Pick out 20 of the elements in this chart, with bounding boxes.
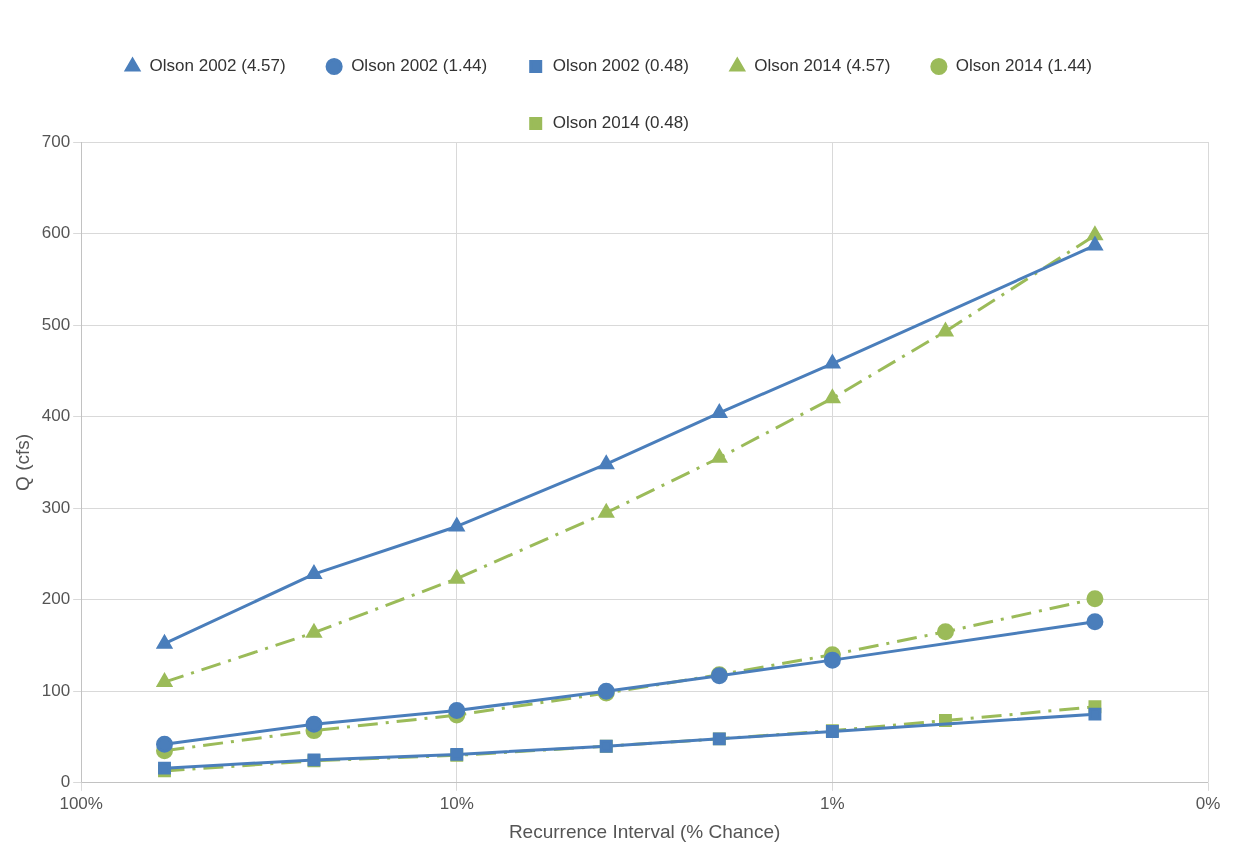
legend-label: Olson 2014 (4.57): [754, 56, 891, 76]
y-tick-label: 400: [41, 406, 71, 426]
x-tick-label: 10%: [439, 793, 474, 813]
legend-label: Olson 2002 (1.44): [351, 56, 488, 76]
y-tick-label: 100: [41, 680, 71, 700]
legend-label: Olson 2014 (1.44): [955, 56, 1092, 76]
legend-label: Olson 2002 (0.48): [552, 56, 689, 76]
y-tick-label: 0: [60, 772, 71, 792]
y-tick-label: 300: [41, 497, 71, 517]
x-axis-title: Recurrence Interval (% Chance): [508, 820, 781, 842]
legend-label: Olson 2014 (0.48): [552, 113, 689, 133]
y-tick-label: 500: [41, 314, 71, 334]
x-tick-label: 1%: [820, 793, 845, 813]
x-tick-label: 0%: [1195, 793, 1221, 813]
y-tick-label: 200: [41, 589, 71, 609]
y-axis-title: Q (cfs): [11, 433, 33, 491]
y-tick-label: 600: [41, 223, 71, 243]
legend-label: Olson 2002 (4.57): [149, 56, 286, 76]
y-tick-label: 700: [41, 131, 71, 151]
x-tick-label: 100%: [59, 793, 103, 813]
